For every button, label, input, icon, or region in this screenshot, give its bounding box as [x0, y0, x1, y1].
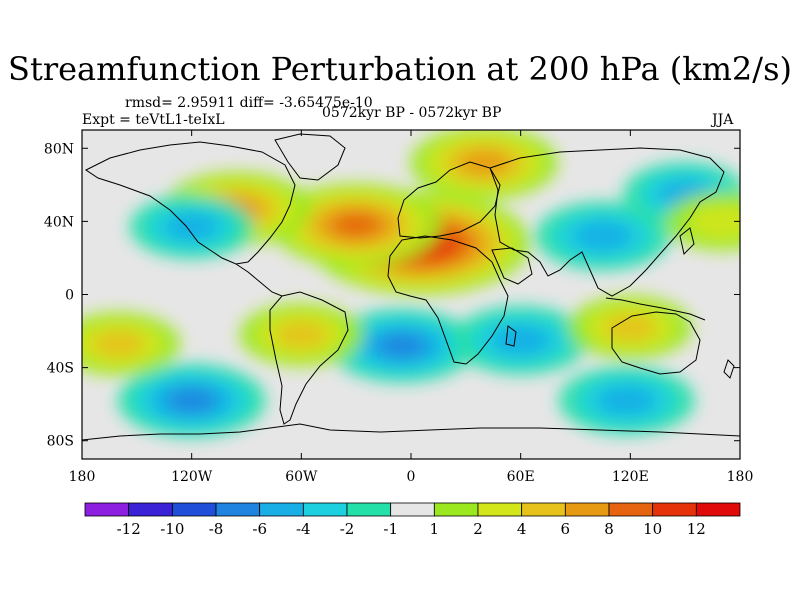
colorbar-swatch — [259, 502, 304, 517]
contour-feature-13-level-4 — [603, 313, 657, 342]
axis-labels: 180 120W 60W 0 60E 120E 180 80N 40N 0 40S 80S — [44, 141, 753, 485]
coastlines — [82, 133, 740, 441]
contour-feature-1-level-8 — [332, 213, 380, 237]
coast-south-america — [269, 291, 349, 425]
colorbar-label: 12 — [687, 520, 706, 538]
colorbar-label: -8 — [209, 520, 224, 538]
coast-central-america — [235, 263, 283, 297]
x-tick-label: 120W — [171, 469, 213, 485]
coast-indonesia — [605, 297, 706, 321]
coast-north-america — [85, 141, 296, 265]
colorbar-swatch — [564, 502, 610, 517]
period-label: 0572kyr BP - 0572kyr BP — [322, 105, 502, 121]
stats-text: rmsd= 2.95911 diff= -3.65475e-10 — [125, 95, 373, 111]
experiment-label: Expt = teVtL1-teIxL — [82, 112, 225, 128]
colorbar-label: -10 — [160, 520, 184, 538]
contour-feature-4-level-4 — [573, 221, 633, 251]
y-tick-label: 80N — [44, 141, 74, 157]
colorbar-swatch — [652, 502, 697, 517]
coast-madagascar — [505, 325, 517, 347]
colorbar-swatch — [390, 502, 435, 517]
colorbar-swatch — [128, 502, 173, 517]
x-tick-label: 60W — [285, 469, 318, 485]
y-tick-label: 40N — [44, 214, 74, 230]
contour-feature-11-level-4 — [91, 330, 146, 358]
coast-antarctica — [82, 423, 740, 441]
contour-feature-9-level-6 — [166, 388, 217, 413]
contour-feature-6-level-4 — [165, 213, 219, 241]
colorbar-swatch — [84, 502, 130, 517]
colorbar-swatch — [346, 502, 392, 517]
x-tick-label: 180 — [69, 469, 96, 485]
contour-feature-12-level-4 — [274, 321, 328, 349]
coast-greenland — [274, 133, 346, 181]
coast-japan — [679, 227, 695, 255]
coast-arabia — [491, 247, 533, 285]
y-tick-label: 40S — [47, 361, 74, 377]
chart-title: Streamfunction Perturbation at 200 hPa (… — [8, 50, 792, 88]
colorbar-label: -6 — [252, 520, 267, 538]
colorbar-swatch — [477, 502, 523, 517]
colorbar-label: -1 — [383, 520, 398, 538]
contour-feature-8-level-4 — [491, 325, 550, 355]
colorbar-swatch — [215, 502, 261, 517]
colorbar-label: -4 — [296, 520, 311, 538]
x-tick-label: 0 — [407, 469, 416, 485]
colorbar-label: 2 — [473, 520, 483, 538]
coast-australia — [611, 311, 701, 375]
x-tick-label: 60E — [507, 469, 535, 485]
colorbar-label: 4 — [517, 520, 527, 538]
colorbar-swatch — [608, 502, 654, 517]
y-tick-label: 80S — [47, 434, 74, 450]
colorbar-label: -12 — [117, 520, 141, 538]
colorbar-label: -2 — [340, 520, 355, 538]
x-tick-label: 180 — [727, 469, 754, 485]
colorbar-swatch — [171, 502, 217, 517]
y-tick-label: 0 — [65, 288, 74, 304]
season-label: JJA — [712, 112, 734, 128]
contour-fields — [82, 130, 740, 438]
colorbar-label: 1 — [430, 520, 440, 538]
axis-ticks — [81, 130, 741, 459]
x-tick-label: 120E — [612, 469, 649, 485]
coast-asia — [489, 147, 725, 297]
contour-feature-10-level-4 — [597, 385, 656, 416]
colorbar-swatch — [695, 502, 741, 517]
coast-africa — [387, 235, 509, 365]
coast-new-zealand — [723, 359, 735, 379]
contour-feature-7-level-6 — [377, 333, 427, 358]
colorbar-swatch — [302, 502, 348, 517]
colorbar-swatch — [521, 502, 566, 517]
colorbar-label: 8 — [604, 520, 614, 538]
colorbar-swatch — [433, 502, 479, 517]
contour-feature-14-level-2 — [688, 203, 740, 240]
colorbar: -12 -10 -8 -6 -4 -2 -1 1 2 4 6 8 10 12 — [84, 502, 741, 538]
colorbar-label: 10 — [643, 520, 662, 538]
colorbar-label: 6 — [561, 520, 571, 538]
contour-feature-2-level-6 — [459, 150, 509, 176]
